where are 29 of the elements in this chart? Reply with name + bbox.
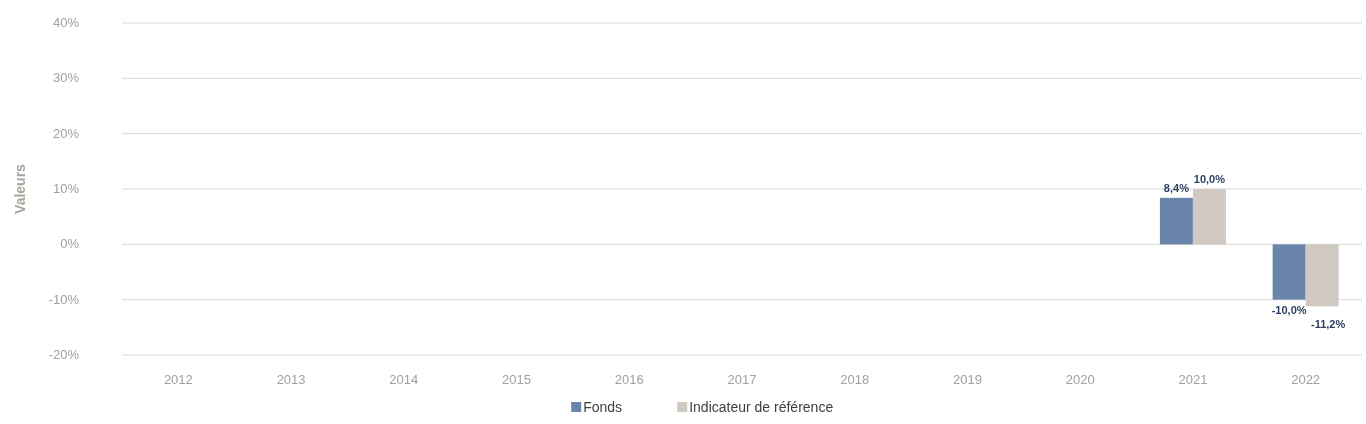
x-tick-label: 2018 (840, 372, 870, 387)
x-tick-label: 2019 (952, 372, 982, 387)
x-tick-label: 2022 (1291, 372, 1321, 387)
bar (1305, 244, 1339, 307)
bar (1272, 244, 1306, 300)
x-tick-label: 2013 (276, 372, 306, 387)
y-tick-label: -20% (48, 347, 80, 362)
y-axis-title: Valeurs (12, 163, 28, 214)
x-tick-label: 2021 (1178, 372, 1208, 387)
x-tick-label: 2014 (389, 372, 419, 387)
legend-label: Fonds (583, 399, 623, 415)
x-tick-label: 2017 (727, 372, 757, 387)
y-tick-label: 0% (60, 236, 80, 252)
y-tick-label: 40% (52, 15, 80, 30)
bar (1192, 189, 1226, 245)
legend-label: Indicateur de référence (689, 399, 834, 415)
data-label: 10,0% (1193, 173, 1226, 185)
data-label: -10,0% (1271, 303, 1307, 316)
bar (1159, 197, 1193, 245)
x-tick-label: 2012 (163, 372, 193, 387)
y-tick-label: 20% (52, 125, 80, 141)
x-tick-label: 2020 (1065, 372, 1095, 387)
y-tick-label: 30% (52, 70, 80, 86)
y-tick-label: -10% (48, 291, 80, 307)
data-label: -11,2% (1311, 318, 1346, 331)
data-label: 8,4% (1163, 181, 1190, 194)
y-tick-label: 10% (52, 181, 80, 196)
x-tick-label: 2016 (614, 372, 644, 387)
x-tick-label: 2015 (502, 372, 532, 387)
